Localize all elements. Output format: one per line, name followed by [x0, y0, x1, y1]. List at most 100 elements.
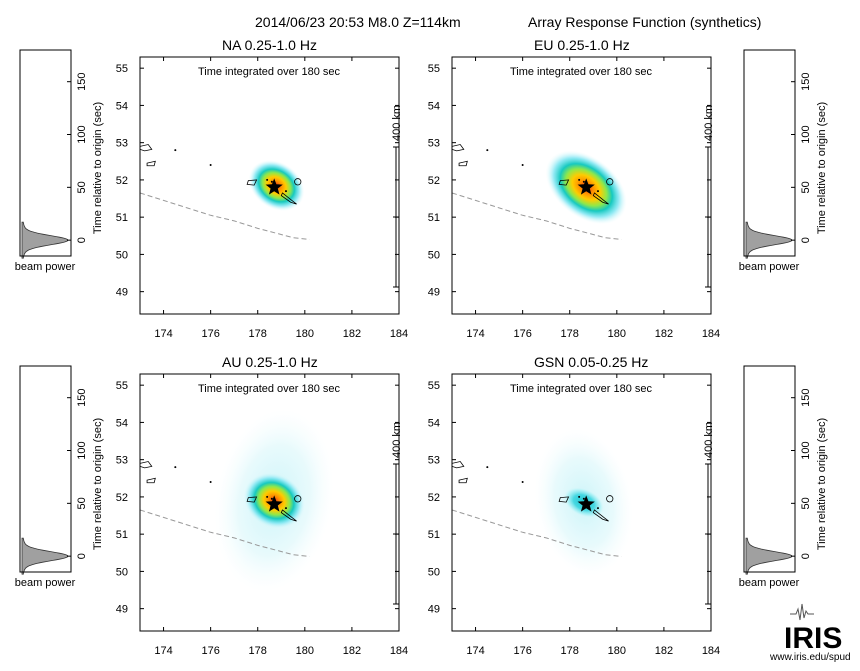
beam-panel-1: 0 50 100 150 Time relative to origin (sec) be… — [15, 49, 104, 273]
map-frame — [451, 56, 712, 315]
beam-panel-3: 0 50 100 150 Time relative to origin (sec) be… — [15, 365, 104, 589]
beam-y-tick-label: 50 — [800, 497, 812, 509]
x-tick-label: 174 — [154, 645, 172, 657]
beam-panel-4: 0 50 100 150 Time relative to origin (sec) be… — [739, 365, 828, 589]
island-outline — [558, 496, 570, 503]
island-outline — [246, 496, 258, 503]
beam-frame — [19, 49, 72, 257]
island-outline — [140, 461, 153, 469]
x-tick-label: 184 — [702, 328, 720, 340]
panel-title: AU 0.25-1.0 Hz — [222, 354, 318, 370]
y-tick-label: 53 — [116, 455, 128, 467]
island-outline — [452, 461, 465, 469]
x-tick-label: 182 — [655, 328, 673, 340]
y-tick-label: 50 — [428, 566, 440, 578]
y-tick-label: 50 — [116, 249, 128, 261]
beam-y-tick-label: 0 — [76, 237, 88, 243]
island-circle — [606, 178, 614, 186]
beam-y-axis-label: Time relative to origin (sec) — [816, 418, 828, 550]
beam-y-tick-label: 0 — [800, 237, 812, 243]
island-outline — [280, 192, 297, 205]
beam-y-tick-label: 100 — [76, 441, 88, 459]
x-tick-label: 176 — [201, 645, 219, 657]
island-outline — [558, 179, 570, 186]
beam-y-axis-label: Time relative to origin (sec) — [92, 418, 104, 550]
iris-logo: IRIS www.iris.edu/spud — [769, 603, 851, 663]
trench-line — [452, 192, 622, 241]
island-outline — [592, 509, 609, 522]
beam-y-tick-label: 150 — [800, 73, 812, 91]
y-tick-label: 53 — [428, 455, 440, 467]
panel-title: EU 0.25-1.0 Hz — [534, 37, 630, 53]
y-tick-label: 50 — [116, 566, 128, 578]
island-dot — [596, 190, 599, 193]
beam-panel-2: 0 50 100 150 Time relative to origin (sec) be… — [739, 49, 828, 273]
y-tick-label: 52 — [428, 492, 440, 504]
x-tick-label: 174 — [154, 328, 172, 340]
beam-y-tick-label: 0 — [800, 553, 812, 559]
epicenter-star — [577, 178, 595, 195]
island-dot — [596, 507, 599, 510]
beam-power-label: beam power — [739, 577, 800, 589]
panel-subtitle: Time integrated over 180 sec — [198, 66, 341, 78]
map-panel-4: GSN 0.05-0.25 Hz Time integrated over 180… — [428, 354, 720, 657]
beam-power-panels: 0 50 100 150 Time relative to origin (sec) be… — [15, 49, 828, 589]
island-circle — [294, 495, 302, 503]
map-frame — [451, 373, 712, 632]
y-tick-label: 51 — [116, 212, 128, 224]
beam-power-label: beam power — [15, 261, 76, 273]
scale-bar-label: 400 km — [391, 105, 403, 141]
y-tick-label: 51 — [428, 212, 440, 224]
island-dot — [284, 190, 287, 193]
logo-url: www.iris.edu/spud — [769, 652, 851, 663]
map-panel-3: AU 0.25-1.0 Hz Time integrated over 180 s… — [116, 354, 408, 657]
beam-y-tick-label: 100 — [800, 441, 812, 459]
map-frame — [139, 56, 400, 315]
figure-title: Array Response Function (synthetics) — [528, 14, 761, 30]
island-outline — [140, 144, 153, 152]
x-tick-label: 182 — [343, 328, 361, 340]
beam-y-tick-label: 100 — [76, 125, 88, 143]
y-tick-label: 51 — [428, 529, 440, 541]
map-content — [452, 429, 633, 576]
x-tick-label: 180 — [296, 328, 314, 340]
island-dot — [521, 481, 524, 484]
island-dot — [486, 149, 489, 152]
x-tick-label: 174 — [466, 645, 484, 657]
beam-y-tick-label: 50 — [76, 181, 88, 193]
y-tick-label: 55 — [116, 380, 128, 392]
beam-power-label: beam power — [739, 261, 800, 273]
island-dot — [578, 495, 581, 498]
epicenter-star — [265, 178, 283, 195]
panel-title: GSN 0.05-0.25 Hz — [534, 354, 648, 370]
beam-frame — [743, 49, 796, 257]
beam-power-label: beam power — [15, 577, 76, 589]
panel-subtitle: Time integrated over 180 sec — [198, 383, 341, 395]
x-tick-label: 180 — [296, 645, 314, 657]
y-tick-label: 49 — [116, 604, 128, 616]
map-content — [452, 144, 627, 241]
beam-y-axis-label: Time relative to origin (sec) — [816, 102, 828, 234]
event-info: 2014/06/23 20:53 M8.0 Z=114km — [255, 14, 461, 30]
island-dot — [266, 495, 269, 498]
island-outline — [592, 192, 609, 205]
map-panel-2: EU 0.25-1.0 Hz Time integrated over 180 s… — [428, 37, 720, 340]
y-tick-label: 53 — [428, 138, 440, 150]
island-dot — [266, 178, 269, 181]
panel-subtitle: Time integrated over 180 sec — [510, 383, 653, 395]
island-dot — [209, 164, 212, 167]
beam-y-tick-label: 150 — [76, 389, 88, 407]
y-tick-label: 52 — [116, 175, 128, 187]
x-tick-label: 178 — [561, 645, 579, 657]
island-circle — [606, 495, 614, 503]
y-tick-label: 49 — [116, 287, 128, 299]
panel-title: NA 0.25-1.0 Hz — [222, 37, 317, 53]
x-tick-label: 184 — [390, 645, 408, 657]
beam-y-axis-label: Time relative to origin (sec) — [92, 102, 104, 234]
trench-line — [140, 509, 310, 558]
map-frame — [139, 373, 400, 632]
island-outline — [246, 179, 258, 186]
x-tick-label: 184 — [702, 645, 720, 657]
